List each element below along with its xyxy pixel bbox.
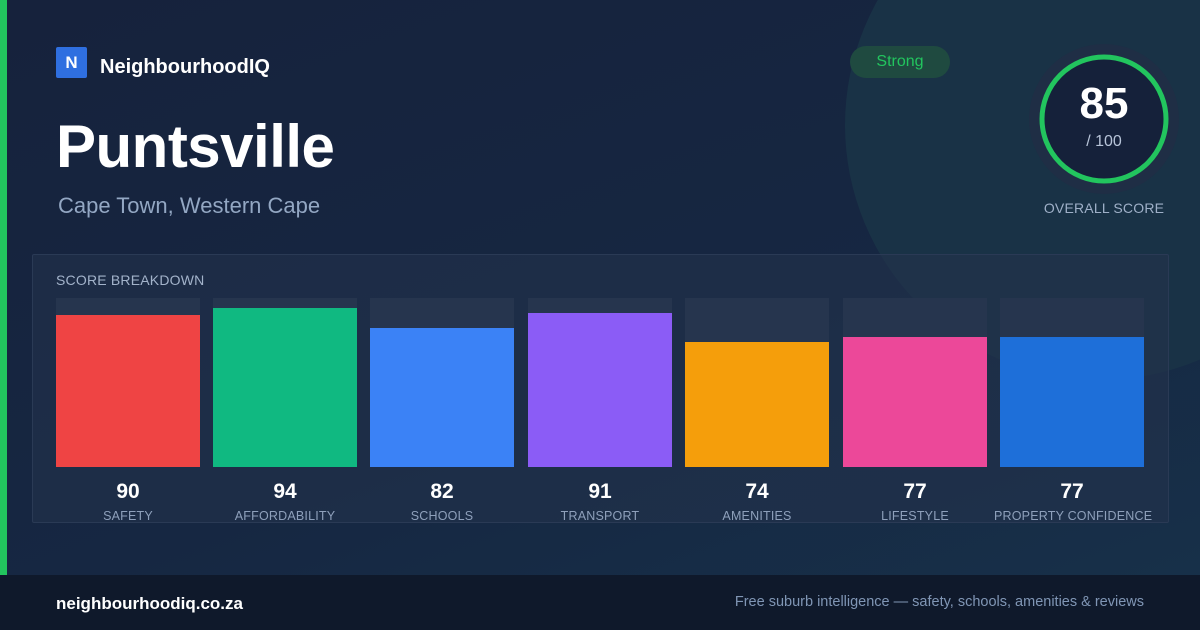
score-value: 82 bbox=[430, 480, 454, 503]
share-card: N NeighbourhoodIQ Puntsville Cape Town, … bbox=[0, 0, 1200, 575]
score-column-amenities: 74 AMENITIES bbox=[685, 298, 829, 524]
score-bar bbox=[685, 341, 829, 467]
suburb-location: Cape Town, Western Cape bbox=[58, 193, 321, 218]
rating-badge: Strong bbox=[850, 46, 950, 78]
score-breakdown: SCORE BREAKDOWN 90 SAFETY 94 AFFORDABILI… bbox=[32, 254, 1169, 523]
score-bar bbox=[843, 336, 987, 467]
footer: neighbourhoodiq.co.za Free suburb intell… bbox=[0, 575, 1200, 630]
footer-tagline: Free suburb intelligence — safety, schoo… bbox=[734, 594, 1144, 610]
overall-score-caption: OVERALL SCORE bbox=[1043, 200, 1165, 216]
score-track bbox=[370, 298, 514, 467]
score-value: 90 bbox=[116, 480, 140, 503]
score-track bbox=[528, 298, 672, 467]
score-bar bbox=[1000, 336, 1144, 467]
score-value: 74 bbox=[745, 480, 769, 503]
score-column-lifestyle: 77 LIFESTYLE bbox=[843, 298, 987, 524]
score-value: 77 bbox=[1060, 480, 1084, 503]
score-track bbox=[213, 298, 357, 467]
brand[interactable]: N NeighbourhoodIQ bbox=[56, 46, 270, 79]
score-column-schools: 82 SCHOOLS bbox=[370, 298, 514, 524]
score-track bbox=[685, 298, 829, 467]
overall-score-max: / 100 bbox=[1086, 133, 1122, 150]
score-label: SAFETY bbox=[103, 509, 153, 523]
footer-url-link[interactable]: neighbourhoodiq.co.za bbox=[56, 594, 243, 613]
brand-name: NeighbourhoodIQ bbox=[100, 56, 270, 78]
score-value: 94 bbox=[273, 480, 297, 503]
score-bar bbox=[56, 314, 200, 467]
score-bar bbox=[370, 328, 514, 467]
score-track bbox=[1000, 298, 1144, 467]
score-label: LIFESTYLE bbox=[881, 509, 949, 523]
score-label: TRANSPORT bbox=[560, 509, 640, 523]
score-bar bbox=[213, 308, 357, 467]
score-bar bbox=[528, 313, 672, 467]
score-column-affordability: 94 AFFORDABILITY bbox=[213, 298, 357, 524]
score-label: AFFORDABILITY bbox=[234, 509, 336, 523]
suburb-title: Puntsville bbox=[56, 113, 335, 180]
accent-bar bbox=[0, 0, 7, 575]
score-column-safety: 90 SAFETY bbox=[56, 298, 200, 524]
score-column-transport: 91 TRANSPORT bbox=[528, 298, 672, 524]
score-ring-icon bbox=[1029, 44, 1179, 194]
score-value: 77 bbox=[903, 480, 927, 503]
score-label: SCHOOLS bbox=[410, 509, 474, 523]
score-column-property-confidence: 77 PROPERTY CONFIDENCE bbox=[994, 298, 1152, 524]
score-label: PROPERTY CONFIDENCE bbox=[994, 509, 1153, 523]
brand-logo-icon: N bbox=[56, 47, 87, 78]
score-track bbox=[843, 298, 987, 467]
overall-score-value: 85 bbox=[1079, 79, 1129, 128]
score-track bbox=[56, 298, 200, 467]
breakdown-title: SCORE BREAKDOWN bbox=[56, 272, 205, 288]
score-label: AMENITIES bbox=[722, 509, 792, 523]
score-value: 91 bbox=[588, 480, 612, 503]
overall-score-ring: 85 / 100 bbox=[1029, 44, 1179, 194]
